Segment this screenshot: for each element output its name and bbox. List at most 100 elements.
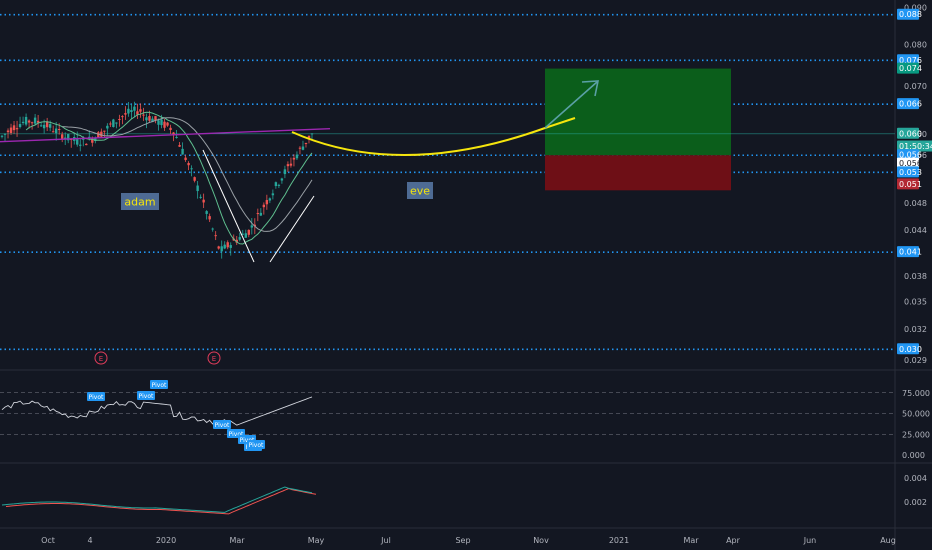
projection-arrow-line xyxy=(544,81,598,129)
candle-body xyxy=(51,131,55,133)
candle-body xyxy=(211,228,214,230)
pivot-label: Pivot xyxy=(229,431,244,438)
time-tick-label: Aug xyxy=(880,536,896,545)
candle-body xyxy=(220,246,223,252)
candle-body xyxy=(226,242,229,248)
candle-body xyxy=(262,204,266,208)
price-tick-label: 0.070 xyxy=(904,82,927,91)
candle-body xyxy=(30,122,34,124)
price-label-badge xyxy=(897,127,919,139)
candle-body xyxy=(118,118,121,120)
candle-body xyxy=(24,116,28,125)
price-label-text: 0.041 xyxy=(899,248,922,257)
candle-body xyxy=(196,185,199,192)
candle-body xyxy=(214,235,217,237)
price-label-text: 0.056 xyxy=(899,159,922,168)
earnings-marker-label: E xyxy=(99,355,103,363)
rsi-line xyxy=(1,396,313,426)
candle-body xyxy=(280,178,284,181)
candle-body xyxy=(286,164,290,167)
candle-body xyxy=(247,229,250,235)
candle-body xyxy=(283,169,287,175)
candle-body xyxy=(295,154,299,159)
candle-body xyxy=(79,144,82,146)
earnings-marker-label: E xyxy=(212,355,216,363)
moving-average-fast xyxy=(25,111,313,245)
candle-body xyxy=(15,128,19,130)
time-tick-label: Jul xyxy=(380,536,391,545)
candle-body xyxy=(103,130,106,132)
candle-body xyxy=(217,246,220,249)
candle-body xyxy=(298,147,302,149)
time-tick-label: 4 xyxy=(87,536,92,545)
price-label-text: 0.060 xyxy=(899,129,922,138)
price-label-badge xyxy=(897,62,919,74)
moving-average-slow xyxy=(62,117,313,232)
price-label-badge xyxy=(897,140,932,152)
candle-body xyxy=(238,237,241,240)
price-label-badge xyxy=(897,149,919,161)
candle-body xyxy=(157,120,160,125)
candle-body xyxy=(54,128,58,134)
pivot-badge xyxy=(137,391,155,400)
long-position-target-zone xyxy=(545,68,731,156)
candle-body xyxy=(142,114,145,116)
price-label-text: 0.053 xyxy=(899,168,922,177)
candle-body xyxy=(172,132,175,136)
price-tick-label: 0.090 xyxy=(904,4,927,13)
candle-body xyxy=(202,199,205,203)
price-tick-label: 0.035 xyxy=(904,297,927,306)
candle-body xyxy=(27,120,31,123)
candle-body xyxy=(133,106,136,111)
candle-body xyxy=(76,138,79,145)
candle-body xyxy=(18,124,22,128)
time-tick-label: Jun xyxy=(803,536,817,545)
candle-body xyxy=(154,116,157,121)
candle-body xyxy=(181,148,184,155)
candle-body xyxy=(136,111,139,115)
price-label-badge xyxy=(897,343,919,355)
trend-line-purple xyxy=(0,127,331,143)
candle-body xyxy=(127,108,130,114)
candle-body xyxy=(310,133,314,135)
candle-body xyxy=(304,142,308,144)
pivot-label: Pivot xyxy=(89,394,104,401)
candle-body xyxy=(166,122,169,126)
candle-body xyxy=(33,117,37,124)
time-tick-label: Mar xyxy=(229,536,245,545)
price-label-badge xyxy=(897,178,919,190)
price-label-badge xyxy=(897,166,919,178)
time-tick-label: Nov xyxy=(533,536,549,545)
candle-body xyxy=(124,113,127,115)
candle-body xyxy=(57,128,61,130)
candle-body xyxy=(265,200,269,205)
price-tick-label: 0.032 xyxy=(904,325,927,334)
pivot-label: Pivot xyxy=(249,442,264,449)
macd-line xyxy=(1,486,313,513)
candle-body xyxy=(12,125,16,131)
candle-body xyxy=(163,121,166,128)
candle-body xyxy=(256,213,260,215)
annotation-label: eve xyxy=(410,185,430,198)
candle-body xyxy=(229,245,232,248)
candle-body xyxy=(253,224,257,227)
candle-body xyxy=(235,239,238,243)
candle-body xyxy=(289,163,293,166)
price-tick-label: 0.038 xyxy=(904,272,927,281)
price-label-text: 0.030 xyxy=(899,345,922,354)
candle-body xyxy=(85,143,88,146)
price-tick-label: 0.044 xyxy=(904,226,927,235)
candle-body xyxy=(91,138,94,143)
candle-body xyxy=(208,216,211,220)
price-tick-label: 0.029 xyxy=(904,356,927,365)
time-tick-label: 2020 xyxy=(156,536,176,545)
price-label-badge xyxy=(897,157,919,169)
rsi-tick-label: 25.000 xyxy=(902,430,930,439)
candle-body xyxy=(205,211,208,214)
annotation-label: adam xyxy=(124,196,155,209)
pivot-badge xyxy=(87,392,105,401)
candle-body xyxy=(250,225,254,228)
candle-body xyxy=(259,212,263,216)
earnings-marker xyxy=(207,351,221,365)
